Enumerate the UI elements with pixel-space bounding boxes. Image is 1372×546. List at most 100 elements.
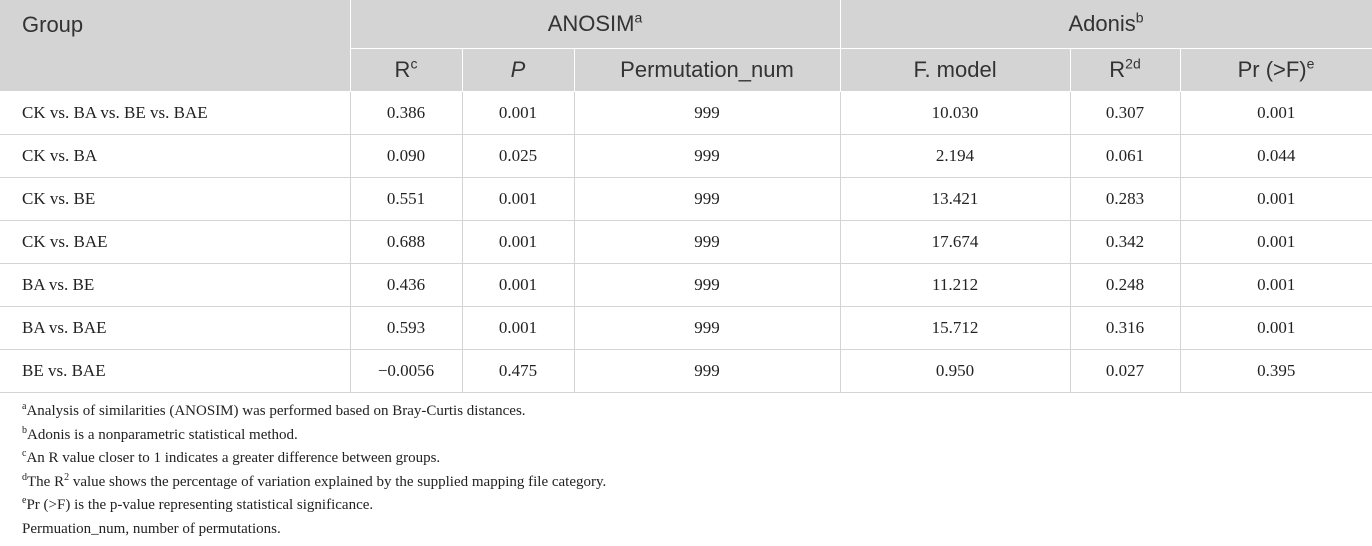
footnote-d-mark: d bbox=[22, 471, 27, 483]
cell-group: CK vs. BA bbox=[0, 134, 351, 178]
cell-permutation: 999 bbox=[574, 177, 841, 221]
cell-permutation: 999 bbox=[574, 263, 841, 307]
cell-group: BA vs. BE bbox=[0, 263, 351, 307]
cell-pr: 0.395 bbox=[1180, 349, 1372, 393]
header-r-label: R bbox=[394, 57, 411, 82]
cell-r2: 0.061 bbox=[1070, 134, 1181, 178]
cell-fmodel: 17.674 bbox=[840, 220, 1071, 264]
cell-group: CK vs. BAE bbox=[0, 220, 351, 264]
cell-r: 0.090 bbox=[350, 134, 463, 178]
footnote-e-mark: e bbox=[22, 495, 27, 506]
cell-group: CK vs. BA vs. BE vs. BAE bbox=[0, 91, 351, 135]
cell-p: 0.001 bbox=[462, 220, 575, 264]
header-adonis: Adonisb bbox=[840, 0, 1372, 49]
cell-r2: 0.027 bbox=[1070, 349, 1181, 393]
header-fmodel: F. model bbox=[840, 48, 1071, 92]
header-permutation: Permutation_num bbox=[574, 48, 841, 92]
footnote-a-text: Analysis of similarities (ANOSIM) was pe… bbox=[26, 403, 526, 419]
footnote-a-mark: a bbox=[22, 401, 27, 412]
cell-fmodel: 11.212 bbox=[840, 263, 1071, 307]
footnote-c: cAn R value closer to 1 indicates a grea… bbox=[22, 447, 606, 471]
cell-permutation: 999 bbox=[574, 134, 841, 178]
header-r2: R2d bbox=[1070, 48, 1181, 92]
table-body: CK vs. BA vs. BE vs. BAE 0.386 0.001 999… bbox=[0, 91, 1372, 393]
cell-p: 0.001 bbox=[462, 177, 575, 221]
header-r: Rc bbox=[350, 48, 463, 92]
footnote-c-text: An R value closer to 1 indicates a great… bbox=[26, 450, 441, 466]
cell-r: −0.0056 bbox=[350, 349, 463, 393]
header-r2-label: R bbox=[1109, 57, 1126, 82]
header-adonis-label: Adonis bbox=[1068, 11, 1136, 36]
cell-fmodel: 15.712 bbox=[840, 306, 1071, 350]
cell-r2: 0.248 bbox=[1070, 263, 1181, 307]
table-header: Group ANOSIMa Adonisb Rc P Permutation_n… bbox=[0, 0, 1372, 92]
header-group: Group bbox=[0, 0, 351, 92]
footnote-permutation-text: Permuation_num, number of permutations. bbox=[22, 520, 281, 537]
cell-r: 0.436 bbox=[350, 263, 463, 307]
cell-r: 0.386 bbox=[350, 91, 463, 135]
cell-pr: 0.001 bbox=[1180, 91, 1372, 135]
table-row: BA vs. BE 0.436 0.001 999 11.212 0.248 0… bbox=[0, 263, 1372, 307]
header-anosim-label: ANOSIM bbox=[547, 11, 635, 36]
footnote-b-mark: b bbox=[22, 424, 27, 436]
footnote-mark-a: a bbox=[634, 9, 643, 26]
table-row: CK vs. BE 0.551 0.001 999 13.421 0.283 0… bbox=[0, 177, 1372, 221]
cell-fmodel: 13.421 bbox=[840, 177, 1071, 221]
results-table: Group ANOSIMa Adonisb Rc P Permutation_n… bbox=[0, 0, 1372, 393]
cell-p: 0.001 bbox=[462, 306, 575, 350]
header-group-label: Group bbox=[22, 12, 84, 37]
cell-r: 0.688 bbox=[350, 220, 463, 264]
footnote-mark-b: b bbox=[1135, 9, 1144, 26]
cell-p: 0.001 bbox=[462, 263, 575, 307]
cell-p: 0.475 bbox=[462, 349, 575, 393]
cell-pr: 0.001 bbox=[1180, 263, 1372, 307]
footnote-b-text: Adonis is a nonparametric statistical me… bbox=[27, 426, 298, 443]
cell-r2: 0.307 bbox=[1070, 91, 1181, 135]
footnote-mark-e: e bbox=[1306, 55, 1315, 72]
header-p-label: P bbox=[510, 57, 526, 82]
cell-p: 0.025 bbox=[462, 134, 575, 178]
cell-permutation: 999 bbox=[574, 349, 841, 393]
cell-pr: 0.001 bbox=[1180, 220, 1372, 264]
footnote-e-text: Pr (>F) is the p-value representing stat… bbox=[26, 497, 374, 513]
header-anosim: ANOSIMa bbox=[350, 0, 841, 49]
footnote-e: ePr (>F) is the p-value representing sta… bbox=[22, 494, 606, 518]
cell-permutation: 999 bbox=[574, 91, 841, 135]
cell-group: BA vs. BAE bbox=[0, 306, 351, 350]
cell-pr: 0.044 bbox=[1180, 134, 1372, 178]
cell-pr: 0.001 bbox=[1180, 306, 1372, 350]
header-p: P bbox=[462, 48, 575, 92]
cell-fmodel: 10.030 bbox=[840, 91, 1071, 135]
table-row: BA vs. BAE 0.593 0.001 999 15.712 0.316 … bbox=[0, 306, 1372, 350]
cell-permutation: 999 bbox=[574, 220, 841, 264]
cell-r2: 0.283 bbox=[1070, 177, 1181, 221]
footnote-mark-c: c bbox=[410, 55, 418, 72]
cell-fmodel: 0.950 bbox=[840, 349, 1071, 393]
footnote-d-superscript: 2 bbox=[64, 471, 70, 483]
cell-fmodel: 2.194 bbox=[840, 134, 1071, 178]
footnote-d-pre: The R bbox=[27, 473, 65, 490]
cell-pr: 0.001 bbox=[1180, 177, 1372, 221]
header-permutation-label: Permutation_num bbox=[620, 57, 794, 82]
cell-group: BE vs. BAE bbox=[0, 349, 351, 393]
footnote-mark-d: 2d bbox=[1125, 55, 1141, 72]
cell-r: 0.593 bbox=[350, 306, 463, 350]
footnote-a: aAnalysis of similarities (ANOSIM) was p… bbox=[22, 400, 606, 424]
header-pr-label: Pr (>F) bbox=[1237, 57, 1307, 82]
cell-r2: 0.316 bbox=[1070, 306, 1181, 350]
table-footnotes: aAnalysis of similarities (ANOSIM) was p… bbox=[22, 400, 606, 541]
footnote-d-text: value shows the percentage of variation … bbox=[69, 473, 607, 490]
table-row: CK vs. BA vs. BE vs. BAE 0.386 0.001 999… bbox=[0, 91, 1372, 135]
footnote-c-mark: c bbox=[22, 448, 27, 459]
cell-permutation: 999 bbox=[574, 306, 841, 350]
table-row: BE vs. BAE −0.0056 0.475 999 0.950 0.027… bbox=[0, 349, 1372, 393]
table-row: CK vs. BA 0.090 0.025 999 2.194 0.061 0.… bbox=[0, 134, 1372, 178]
table-row: CK vs. BAE 0.688 0.001 999 17.674 0.342 … bbox=[0, 220, 1372, 264]
footnote-permutation: Permuation_num, number of permutations. bbox=[22, 518, 606, 542]
cell-r2: 0.342 bbox=[1070, 220, 1181, 264]
header-pr: Pr (>F)e bbox=[1180, 48, 1372, 92]
header-fmodel-label: F. model bbox=[913, 57, 997, 82]
footnote-d: dThe R2 value shows the percentage of va… bbox=[22, 471, 606, 495]
cell-group: CK vs. BE bbox=[0, 177, 351, 221]
